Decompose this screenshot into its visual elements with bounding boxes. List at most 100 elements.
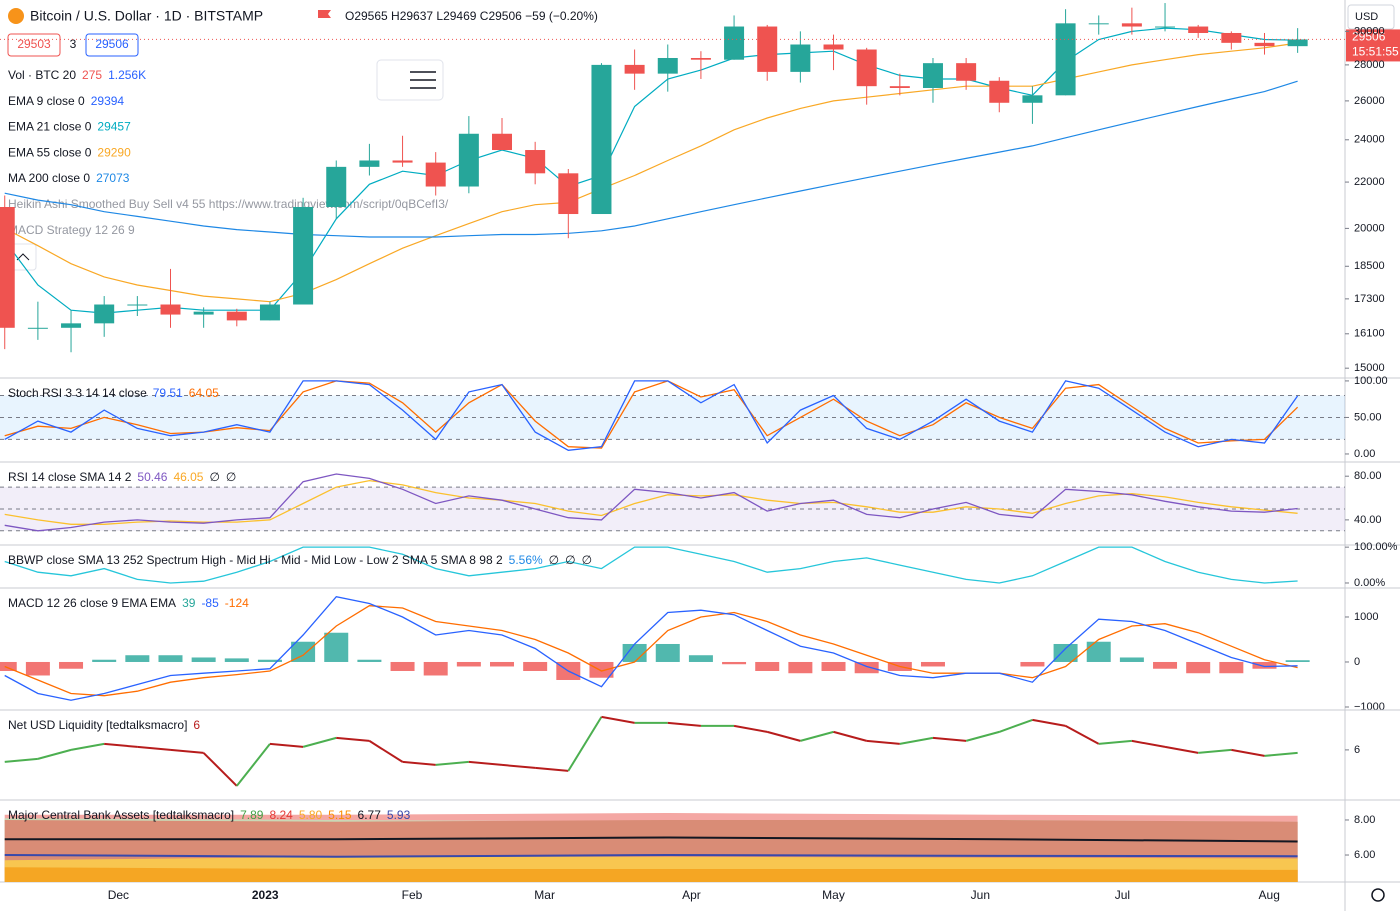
y-tick-label: 6 [1354,744,1360,756]
histogram-bar [0,661,17,671]
histogram-bar [854,661,879,674]
y-tick-label: 30000 [1354,25,1385,37]
line-segment [1032,718,1066,727]
histogram-bar [920,661,945,667]
candle-body [1221,32,1242,43]
flag-icon[interactable] [318,10,331,18]
candle-body [989,80,1010,103]
histogram-bar [1020,661,1045,667]
legend-value: 275 [82,68,102,82]
candle-body [790,44,811,72]
histogram-bar [655,643,680,662]
pane-legend: Net USD Liquidity [tedtalksmacro] 6 [8,718,200,732]
line-segment [236,743,271,787]
line-segment [800,730,834,742]
line-segment [766,730,801,742]
y-tick-label: 100.00% [1354,541,1398,553]
candle-body [525,150,546,174]
histogram-bar [589,661,614,678]
line-segment [501,763,536,769]
pane-title: RSI 14 close SMA 14 2 [8,470,132,484]
line-segment [302,736,337,748]
histogram-bar [1219,661,1244,674]
pane-legend-value: 5.93 [387,808,411,822]
pane-title: Net USD Liquidity [tedtalksmacro] [8,718,187,732]
histogram-bar [490,661,515,667]
y-tick-label: 20000 [1354,222,1385,234]
pane-legend-value: ∅ [549,553,559,567]
candle-body [425,162,446,187]
pane-legend: Stoch RSI 3 3 14 14 close 79.51 64.05 [8,386,219,400]
x-tick-label: Apr [682,888,701,902]
line-segment [1131,739,1166,748]
candle-body [27,327,48,329]
candle-body [392,160,413,163]
pane-legend-value: 5.56% [509,553,543,567]
indicator-line [4,80,1298,238]
histogram-bar [1186,661,1211,674]
settings-icon[interactable] [410,71,436,89]
series-line [4,546,1298,584]
pane-title: Major Central Bank Assets [tedtalksmacro… [8,808,234,822]
line-segment [269,742,304,748]
candle-body [127,304,148,306]
candle-body [0,207,15,328]
bid: 29503 [17,37,51,51]
legend-label: MA 200 close 0 [8,171,90,185]
y-tick-label: 1000 [1354,611,1378,623]
line-segment [402,760,436,766]
histogram-bar [257,659,282,662]
candle-body [1155,26,1176,28]
series-area [4,867,1298,882]
candle-body [193,311,214,315]
x-tick-label: Aug [1259,888,1280,902]
histogram-bar [191,657,216,662]
ask: 29506 [95,37,129,51]
pane-legend-value: ∅ [565,553,575,567]
candle-body [856,49,877,87]
candle-body [1287,39,1308,47]
pane-legend-value: -124 [225,596,249,610]
pane-legend-value: 39 [182,596,196,610]
candle-body [1254,42,1275,47]
x-tick-label: May [822,888,845,902]
histogram-bar [357,659,382,662]
line-segment [567,716,603,772]
pane-legend-value: 6 [193,718,200,732]
x-tick-label: Mar [534,888,555,902]
histogram-bar [788,661,813,674]
y-tick-label: 80.00 [1354,470,1382,482]
candle-body [1088,23,1109,25]
legend-label: Heikin Ashi Smoothed Buy Sell v4 55 http… [8,197,449,211]
gear-icon[interactable] [1371,888,1385,902]
y-tick-label: 6.00 [1354,849,1375,861]
pane-title: MACD 12 26 close 9 EMA EMA [8,596,176,610]
series-line [4,853,1298,858]
symbol-logo [8,8,24,24]
legend-value: 27073 [96,171,130,185]
legend-label: MACD Strategy 12 26 9 [8,223,135,237]
line-segment [1164,745,1199,754]
candle-body [1188,26,1209,33]
legend-value: 1.256K [108,68,146,82]
candle-body [226,311,247,321]
line-segment [1098,739,1132,745]
pane-legend-value: ∅ [226,470,236,484]
pane-legend-value: 79.51 [153,386,183,400]
candle-body [724,26,745,60]
candle-body [359,160,380,167]
candle-body [259,304,280,321]
y-tick-label: 0 [1354,656,1360,668]
currency-button[interactable] [1347,4,1395,30]
pane-legend-value: 7.89 [240,808,264,822]
pane-legend-value: 5.80 [299,808,323,822]
histogram-bar [1285,660,1310,662]
y-tick-label: −1000 [1354,701,1385,713]
legend-label: Vol · BTC 20 [8,68,76,82]
histogram-bar [1053,643,1078,662]
histogram-bar [92,659,117,662]
line-segment [998,718,1033,733]
candle-body [94,304,115,324]
candle-body [1055,23,1076,96]
